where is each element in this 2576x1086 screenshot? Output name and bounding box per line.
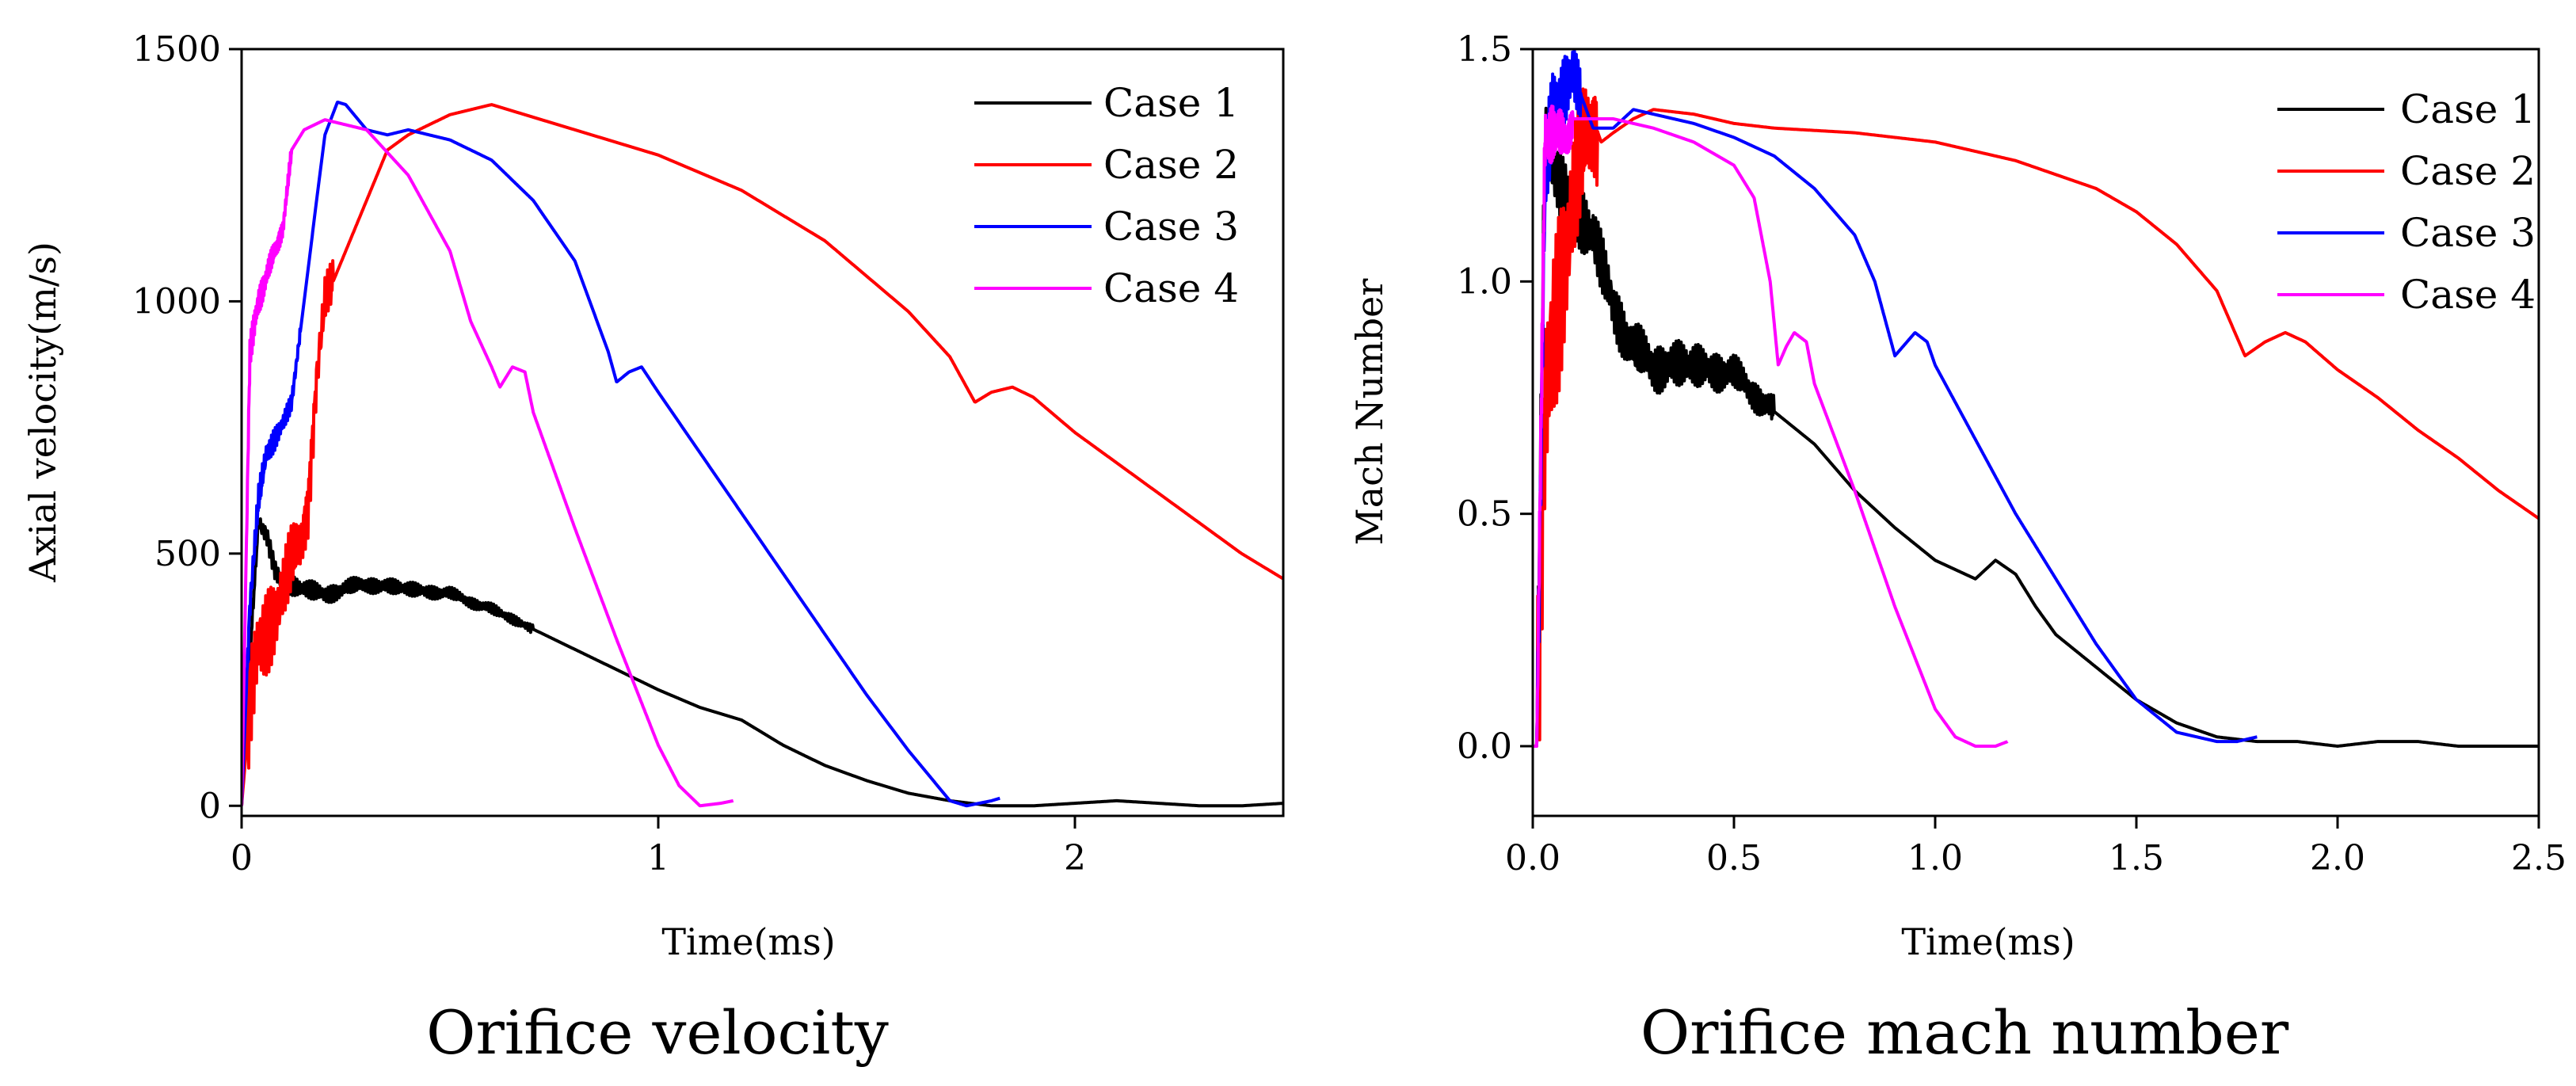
velocity-legend-label-case-1: Case 1 [1103,80,1239,126]
mach-y-tick-label: 1.0 [1457,261,1512,302]
mach-legend: Case 1 Case 2 Case 3 Case 4 [2277,86,2536,318]
velocity-y-axis-label: Axial velocity(m/s) [21,242,64,583]
velocity-x-tick-label: 2 [1064,838,1086,878]
velocity-y-tick-label: 0 [199,786,221,826]
mach-x-tick-label: 1.5 [2109,838,2164,878]
mach-y-axis-label: Mach Number [1348,279,1391,546]
velocity-legend-label-case-2: Case 2 [1103,142,1239,188]
mach-caption: Orifice mach number [1640,997,2289,1068]
velocity-x-axis-label: Time(ms) [661,920,835,963]
velocity-x-tick-label: 0 [231,838,253,878]
mach-x-tick-label: 2.5 [2511,838,2566,878]
velocity-chart: 0 1 2 0 500 1000 1500 Time(ms) Axial velocity(… [21,29,1285,1068]
mach-y-tick-label: 0.0 [1457,726,1512,767]
mach-series-case-4 [1533,105,2010,748]
velocity-legend-label-case-3: Case 3 [1103,204,1239,250]
mach-legend-label-case-4: Case 4 [2400,272,2536,318]
mach-series-case-2 [1533,87,2539,748]
velocity-y-tick-label: 500 [154,534,221,574]
velocity-legend: Case 1 Case 2 Case 3 Case 4 [974,80,1239,311]
mach-x-axis-label: Time(ms) [1901,920,2075,963]
mach-x-tick-label: 0.0 [1505,838,1560,878]
mach-y-tick-label: 1.5 [1457,29,1512,70]
velocity-series-case-3 [242,101,1001,808]
velocity-plot-frame [240,48,1285,817]
velocity-ticks: 0 1 2 0 500 1000 1500 [132,29,1086,878]
velocity-series-case-4 [242,118,735,808]
mach-series-case-1 [1533,106,2539,748]
mach-x-tick-label: 2.0 [2310,838,2365,878]
mach-chart: 0.0 0.5 1.0 1.5 2.0 2.50.00.51.01.5 Time(ms) … [1348,29,2566,1068]
velocity-y-tick-label: 1000 [132,281,221,322]
mach-series-case-3 [1533,49,2258,748]
mach-plot-frame [1531,48,2540,817]
mach-series-layer [1533,49,2539,748]
velocity-x-tick-label: 1 [647,838,669,878]
velocity-caption: Orifice velocity [426,997,889,1068]
mach-y-tick-label: 0.5 [1457,494,1512,535]
mach-x-tick-label: 1.0 [1907,838,1963,878]
mach-x-tick-label: 0.5 [1706,838,1762,878]
velocity-y-tick-label: 1500 [132,29,221,70]
mach-legend-label-case-1: Case 1 [2400,86,2536,132]
velocity-series-layer [242,101,1283,808]
velocity-legend-label-case-4: Case 4 [1103,265,1239,311]
mach-ticks: 0.0 0.5 1.0 1.5 2.0 2.5 0.0 0.5 1.0 1.5 [1457,29,2566,878]
mach-legend-label-case-2: Case 2 [2400,148,2536,194]
velocity-series-case-1 [242,517,1283,808]
mach-legend-label-case-3: Case 3 [2400,210,2536,256]
